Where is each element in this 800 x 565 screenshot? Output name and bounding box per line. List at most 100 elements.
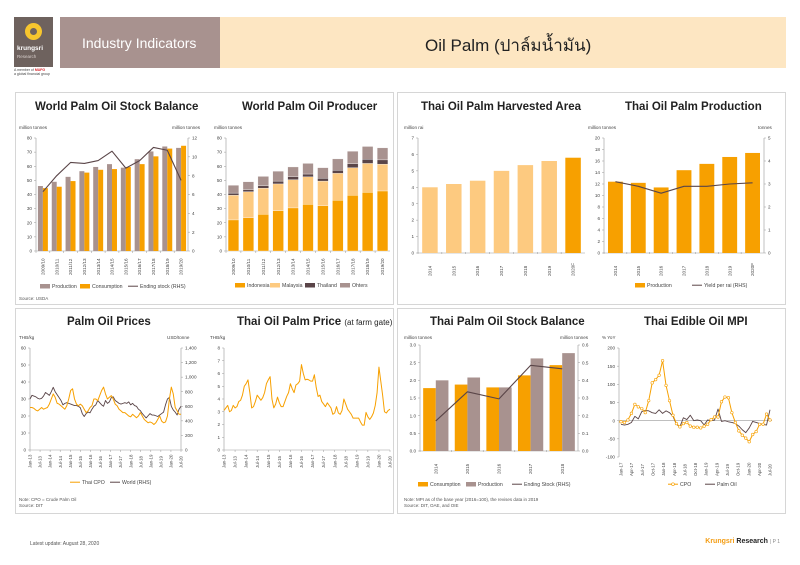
- tsb-y2-tick-label: 0.3: [582, 396, 589, 401]
- mpi-cpo-marker: [751, 432, 755, 437]
- wpp-y-tick-label: 30: [217, 206, 223, 211]
- mpi-cpo-marker: [626, 418, 630, 422]
- wsb-bar-consumption: [42, 188, 48, 251]
- wpp-bar-thailand: [227, 192, 239, 196]
- tpp-y2-tick-label: 0: [768, 251, 771, 256]
- wpp-bar-malaysia: [317, 180, 329, 206]
- pop-y-tick-label: 0: [23, 448, 26, 453]
- wsb-y-tick-label: 10: [27, 234, 33, 239]
- mpi-y-tick-label: 150: [607, 364, 615, 369]
- pop-x-tick-label: Jan-18: [128, 454, 133, 468]
- tha-y-tick-label: 7: [411, 136, 414, 141]
- mpi-x-tick-label: Jul-19: [725, 463, 730, 476]
- wsb-y2label: million tonnes: [172, 125, 201, 130]
- wsb-y-tick-label: 40: [27, 192, 33, 197]
- wpp-y-tick-label: 60: [217, 164, 223, 169]
- mpi-x-tick-label: Jan-20: [746, 462, 751, 476]
- wpp-bar-others: [257, 176, 269, 186]
- tpp-y-tick-label: 10: [595, 193, 601, 198]
- wpp-x-tick-label: 2009/10: [231, 258, 236, 275]
- wsb-bar-production: [148, 151, 154, 251]
- tha-x-tick-label: 2018: [523, 265, 528, 276]
- wsb-x-tick-label: 2015/16: [123, 258, 128, 275]
- pop-y2-tick-label: 0: [185, 448, 188, 453]
- mpi-cpo-marker: [712, 415, 717, 419]
- tfg-x-tick-label: Jul-14: [255, 455, 260, 468]
- tha-y-tick-label: 5: [411, 168, 414, 173]
- wpp-bar-others: [287, 166, 299, 177]
- mpi-cpo-marker: [647, 399, 651, 403]
- wsb-x-tick-label: 2009/10: [41, 258, 46, 275]
- mpi-cpo-marker: [719, 400, 724, 404]
- tpp-line-yield: [615, 181, 753, 194]
- wsb-y-tick-label: 50: [27, 178, 33, 183]
- tpp-y-tick-label: 16: [595, 159, 601, 164]
- mpi-cpo-marker: [671, 413, 675, 417]
- wpp-y-tick-label: 0: [219, 249, 222, 254]
- tsb-note: Note: MPI as of the base year (2016=100)…: [404, 497, 538, 509]
- tha-bar: [446, 184, 462, 253]
- tpp-bar-production: [608, 181, 623, 253]
- wsb-x-tick-label: 2012/13: [82, 258, 87, 275]
- footer-brand-krungsri: Krungsri: [705, 538, 735, 545]
- section-title: Industry Indicators: [82, 35, 197, 51]
- pop-line-thai-cpo: [30, 386, 181, 425]
- panel-thai-production: [397, 92, 786, 305]
- wsb-legend-swatch: [80, 284, 90, 289]
- tsb-y-tick-label: 0.0: [410, 449, 417, 454]
- mpi-cpo-marker: [685, 420, 689, 425]
- wpp-bar-indonesia: [302, 204, 314, 252]
- pop-x-tick-label: Jul-15: [78, 455, 83, 468]
- mpi-legend-label: CPO: [680, 482, 691, 488]
- wsb-bar-production: [120, 167, 126, 251]
- wsb-bar-production: [51, 181, 57, 251]
- wpp-y-tick-label: 20: [217, 220, 223, 225]
- pop-x-tick-label: Jul-19: [158, 455, 163, 468]
- tpp-legend-swatch: [635, 283, 645, 288]
- mpi-cpo-marker: [636, 405, 640, 409]
- mpi-y-tick-label: 50: [610, 400, 616, 405]
- wpp-y-tick-label: 10: [217, 234, 223, 239]
- wsb-line-ending-stock: [42, 146, 182, 193]
- tsb-legend-label: Production: [478, 482, 503, 488]
- wsb-y2-tick-label: 12: [192, 136, 198, 141]
- wsb-x-tick-label: 2017/18: [151, 258, 156, 275]
- tsb-legend-label: Ending Stock (RHS): [524, 482, 571, 488]
- panel-world: [15, 92, 394, 305]
- pop-x-tick-label: Jul-14: [58, 455, 63, 468]
- wpp-bar-thailand: [332, 170, 344, 174]
- wpp-bar-indonesia: [332, 199, 344, 252]
- wsb-y2-tick-label: 0: [192, 249, 195, 254]
- tsb-x-tick-label: 2015: [465, 463, 470, 474]
- tpp-y2-tick-label: 2: [768, 205, 771, 210]
- mpi-x-tick-label: Apr-17: [629, 462, 634, 476]
- wpp-bar-others: [227, 185, 239, 194]
- mpi-cpo-marker: [622, 420, 627, 425]
- mpi-x-tick-label: Jan-19: [704, 462, 709, 476]
- wpp-legend-swatch: [340, 283, 350, 288]
- wpp-bar-thailand: [317, 178, 329, 182]
- wpp-bar-thailand: [302, 173, 314, 177]
- wsb-bar-consumption: [70, 181, 76, 251]
- tha-y-tick-label: 1: [411, 234, 414, 239]
- member-line2: a global financial group: [14, 72, 50, 76]
- tfg-x-tick-label: Jul-15: [277, 455, 282, 468]
- wpp-bar-malaysia: [347, 167, 359, 196]
- mpi-cpo-marker: [695, 425, 699, 429]
- wsb-bar-production: [162, 146, 168, 251]
- tsb-y-tick-label: 1.0: [410, 413, 417, 418]
- wpp-bar-malaysia: [257, 187, 269, 215]
- pop-y2-tick-label: 1,200: [185, 360, 197, 365]
- wpp-bar-malaysia: [362, 163, 374, 193]
- pop-x-tick-label: Jan-19: [148, 454, 153, 468]
- wpp-bar-malaysia: [242, 191, 254, 218]
- wpp-bar-others: [377, 147, 389, 161]
- tha-bar: [541, 161, 557, 253]
- tpp-bar-production: [653, 187, 669, 253]
- wpp-bar-thailand: [272, 180, 284, 185]
- tpp-legend-label: Production: [647, 283, 672, 289]
- tpp-y-tick-label: 6: [597, 216, 600, 221]
- tsb-x-tick-label: 2018: [560, 463, 565, 474]
- pop-x-tick-label: Jan-15: [68, 454, 73, 468]
- pop-x-tick-label: Jul-20: [179, 455, 184, 468]
